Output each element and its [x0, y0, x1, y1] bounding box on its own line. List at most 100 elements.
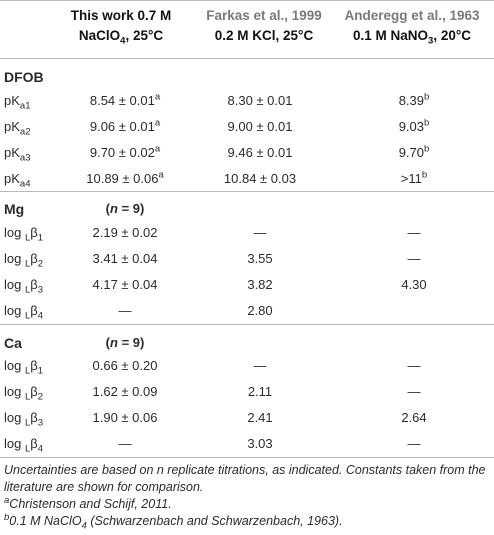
- value-this-work: 1.62 ± 0.09: [92, 384, 158, 399]
- row-label: pKa2: [4, 119, 31, 138]
- value-this-work: 10.89 ± 0.06a: [86, 169, 164, 186]
- value-anderegg: —: [407, 436, 421, 451]
- row-label: log Lβ4: [4, 303, 44, 322]
- row-label-subscript: L: [24, 391, 31, 403]
- row-label-index: 3: [37, 284, 44, 296]
- value-this-work: 4.17 ± 0.04: [92, 277, 158, 292]
- row-label: log Lβ2: [4, 251, 44, 270]
- header-col2-conditions: 0.2 M KCl, 25°C: [214, 28, 314, 43]
- row-label: log Lβ3: [4, 277, 44, 296]
- row-label-index: 1: [37, 365, 44, 377]
- row-label: log Lβ1: [4, 225, 44, 244]
- table-row: pKa3 9.70 ± 0.02a 9.46 ± 0.01 9.70b: [0, 142, 494, 164]
- row-label-subscript: a1: [19, 100, 31, 112]
- footnote-marker: b: [424, 91, 430, 103]
- table-row: log Lβ4 — 2.80: [0, 300, 494, 322]
- value-anderegg: 4.30: [401, 277, 427, 292]
- header-col1-title: This work 0.7 M: [70, 8, 172, 23]
- table-row: pKa2 9.06 ± 0.01a 9.00 ± 0.01 9.03b: [0, 116, 494, 138]
- value-anderegg: —: [407, 384, 421, 399]
- value-farkas: 10.84 ± 0.03: [223, 171, 297, 186]
- row-label-index: 1: [37, 232, 44, 244]
- value-this-work: 0.66 ± 0.20: [92, 358, 158, 373]
- value-farkas: 2.11: [247, 384, 273, 399]
- section-label-dfob: DFOB: [4, 69, 44, 85]
- row-label-subscript: L: [24, 284, 31, 296]
- row-label: pKa4: [4, 171, 31, 190]
- top-rule: [0, 0, 494, 1]
- row-label-subscript: a2: [19, 126, 31, 138]
- header-col1-conditions: NaClO4, 25°C: [78, 28, 164, 47]
- footnote-marker: a: [154, 117, 161, 129]
- row-label-index: 3: [37, 417, 44, 429]
- value-this-work: 8.54 ± 0.01a: [89, 91, 161, 108]
- value-farkas: 3.82: [247, 277, 273, 292]
- table-row: log Lβ2 3.41 ± 0.04 3.55 —: [0, 248, 494, 270]
- value-anderegg: 8.39b: [398, 91, 430, 108]
- value-farkas: —: [253, 358, 267, 373]
- value-this-work: 1.90 ± 0.06: [92, 410, 158, 425]
- row-label-index: 2: [37, 391, 44, 403]
- value-farkas: 2.41: [247, 410, 273, 425]
- footnote-a: aChristenson and Schijf, 2011.: [4, 494, 172, 511]
- header-col3-conditions: 0.1 M NaNO3, 20°C: [353, 28, 471, 47]
- footnote-marker: a: [154, 91, 161, 103]
- header-farkas: Farkas et al., 1999 0.2 M KCl, 25°C: [196, 6, 332, 46]
- row-label: log Lβ4: [4, 436, 44, 455]
- value-farkas: 9.46 ± 0.01: [227, 145, 293, 160]
- footnote-marker: b: [424, 143, 430, 155]
- table-footnote: Uncertainties are based on n replicate t…: [4, 462, 490, 532]
- row-label: log Lβ1: [4, 358, 44, 377]
- row-label-index: 4: [37, 310, 44, 322]
- replicate-count-ca: (n = 9): [105, 335, 145, 350]
- row-label: log Lβ3: [4, 410, 44, 429]
- value-anderegg: 2.64: [401, 410, 427, 425]
- value-farkas: 3.55: [247, 251, 273, 266]
- footnote-marker: a: [158, 169, 164, 181]
- value-anderegg: —: [407, 358, 421, 373]
- value-anderegg: 9.03b: [398, 117, 430, 134]
- footnote-note: Uncertainties are based on n replicate t…: [4, 463, 486, 494]
- section-header-mg: Mg (n = 9): [0, 198, 494, 220]
- row-label-subscript: L: [24, 232, 31, 244]
- header-anderegg: Anderegg et al., 1963 0.1 M NaNO3, 20°C: [330, 6, 494, 46]
- value-farkas: 8.30 ± 0.01: [227, 93, 293, 108]
- table-row: log Lβ4 — 3.03 —: [0, 433, 494, 455]
- value-this-work: 9.70 ± 0.02a: [89, 143, 161, 160]
- value-anderegg: >11b: [400, 169, 428, 186]
- row-label: pKa1: [4, 93, 31, 112]
- table-row: log Lβ1 2.19 ± 0.02 — —: [0, 222, 494, 244]
- table-row: log Lβ2 1.62 ± 0.09 2.11 —: [0, 381, 494, 403]
- table-row: log Lβ1 0.66 ± 0.20 — —: [0, 355, 494, 377]
- row-label-subscript: L: [24, 310, 31, 322]
- value-anderegg: —: [407, 225, 421, 240]
- row-label: pKa3: [4, 145, 31, 164]
- row-label-subscript: a3: [19, 152, 31, 164]
- value-farkas: 2.80: [247, 303, 273, 318]
- value-this-work: 9.06 ± 0.01a: [89, 117, 161, 134]
- value-farkas: —: [253, 225, 267, 240]
- row-label-subscript: L: [24, 417, 31, 429]
- footnote-marker: b: [424, 117, 430, 129]
- section-rule-mg: [0, 324, 494, 325]
- value-this-work: —: [118, 436, 132, 451]
- table-row: log Lβ3 4.17 ± 0.04 3.82 4.30: [0, 274, 494, 296]
- value-farkas: 3.03: [247, 436, 273, 451]
- section-header-ca: Ca (n = 9): [0, 332, 494, 354]
- footnote-b: b0.1 M NaClO4 (Schwarzenbach and Schwarz…: [4, 511, 343, 532]
- footnote-marker: a: [154, 143, 161, 155]
- replicate-count-mg: (n = 9): [105, 201, 145, 216]
- table-row: log Lβ3 1.90 ± 0.06 2.41 2.64: [0, 407, 494, 429]
- table-row: pKa1 8.54 ± 0.01a 8.30 ± 0.01 8.39b: [0, 90, 494, 112]
- header-this-work: This work 0.7 M NaClO4, 25°C: [46, 6, 196, 46]
- row-label-subscript: L: [24, 365, 31, 377]
- section-rule-dfob: [0, 191, 494, 192]
- section-header-dfob: DFOB: [0, 66, 494, 88]
- row-label: log Lβ2: [4, 384, 44, 403]
- header-col2-title: Farkas et al., 1999: [206, 8, 322, 23]
- row-label-subscript: a4: [19, 178, 31, 190]
- footnote-marker: b: [421, 169, 428, 181]
- section-label-mg: Mg: [4, 201, 25, 217]
- header-col3-title: Anderegg et al., 1963: [344, 8, 480, 23]
- header-rule: [0, 58, 494, 59]
